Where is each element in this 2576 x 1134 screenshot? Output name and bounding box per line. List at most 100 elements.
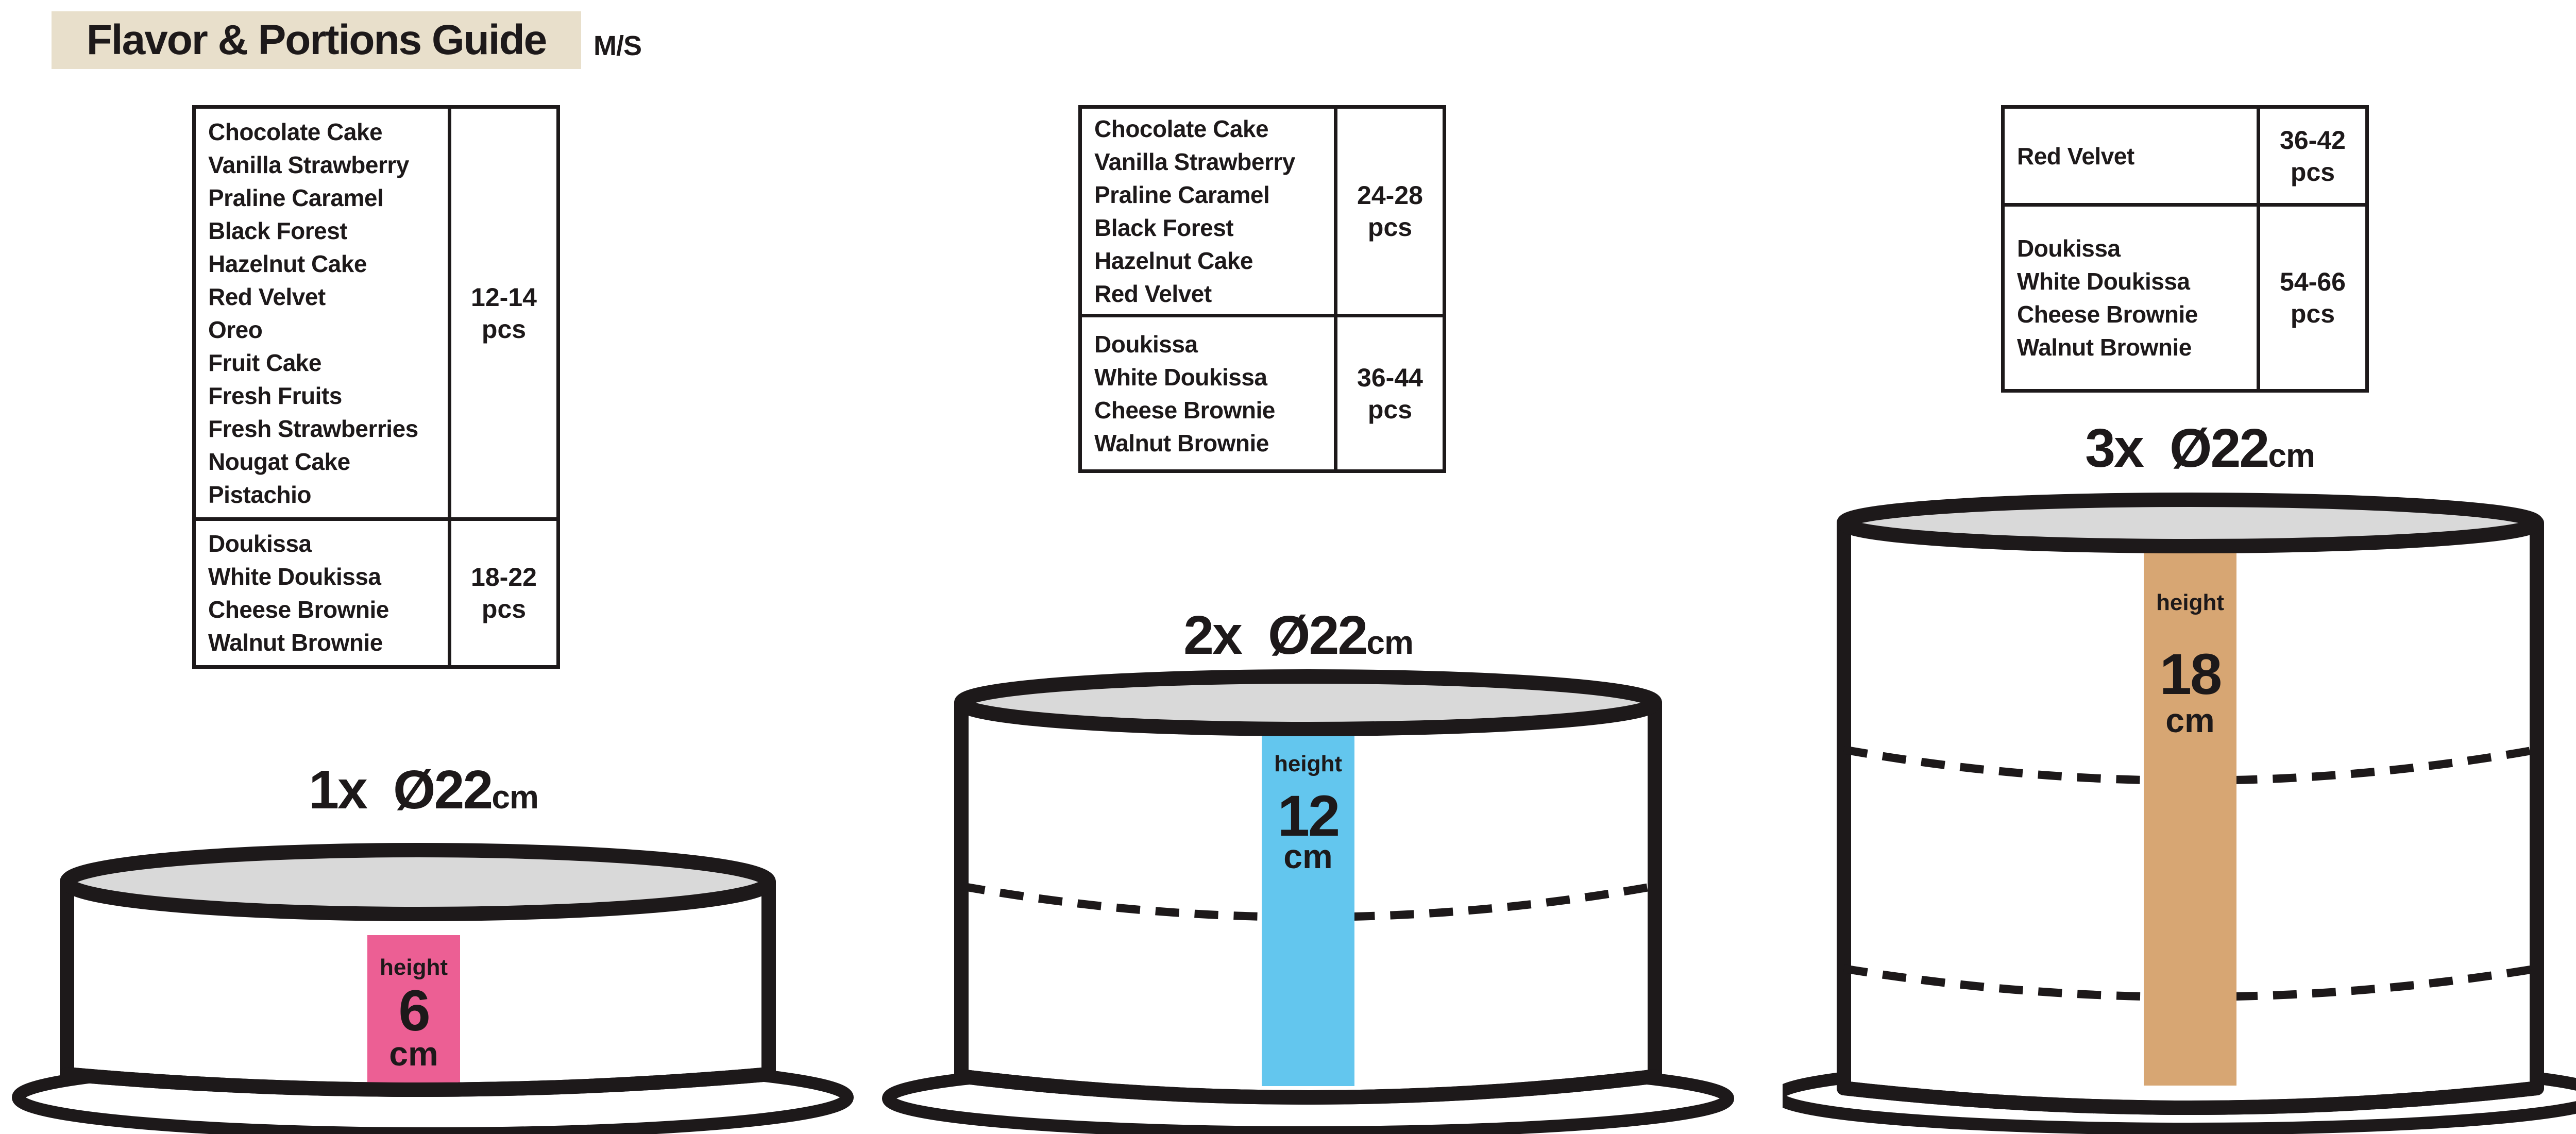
cake-diagram-2-tier: height 12 cm [882,669,1734,1134]
diameter-unit: cm [492,778,538,816]
page-title: Flavor & Portions Guide [52,11,581,69]
cake-top [60,843,776,921]
table-row: Chocolate Cake Vanilla Strawberry Praline … [1082,109,1443,317]
table-row: Chocolate Cake Vanilla Strawberry Praline … [196,109,556,521]
portions-unit: pcs [1367,395,1413,424]
portions-cell: 36-44 pcs [1337,317,1443,469]
flavor-item: Walnut Brownie [208,629,383,656]
portions-range: 36-44 [1357,363,1423,392]
height-value: 12 [1278,784,1339,848]
height-bar [367,935,460,1084]
height-unit: cm [389,1035,438,1073]
portions-unit: pcs [481,314,527,344]
flavor-list: Chocolate Cake Vanilla Strawberry Praline … [196,109,451,517]
flavor-item: Red Velvet [2017,142,2134,170]
flavor-list: Doukissa White Doukissa Cheese Brownie Waln… [1082,317,1337,469]
cake-3-size-label: 3x Ø22cm [1942,420,2458,484]
tier-divider-dashed-line [1843,964,2538,1001]
flavor-item: Walnut Brownie [1094,429,1269,456]
flavor-item: Black Forest [1094,214,1234,241]
flavor-list: Doukissa White Doukissa Cheese Brownie Waln… [2005,207,2260,389]
flavor-item: Nougat Cake [208,448,350,475]
flavor-item: Doukissa [1094,330,1198,358]
portions-table-2-tier: Chocolate Cake Vanilla Strawberry Praline … [1078,105,1446,473]
cake-2-size-label: 2x Ø22cm [1041,607,1556,671]
portions-range: 54-66 [2280,267,2346,296]
page-title-text: Flavor & Portions Guide [86,16,548,63]
tier-divider-dashed-line [960,882,1656,921]
flavor-item: Black Forest [208,217,348,244]
diameter-value: Ø22 [2170,418,2269,479]
flavor-item: Vanilla Strawberry [1094,148,1295,175]
flavor-item: Chocolate Cake [1094,115,1269,142]
flavor-item: Hazelnut Cake [208,250,367,277]
portions-table-1-tier: Chocolate Cake Vanilla Strawberry Praline … [192,105,560,669]
flavor-item: Praline Caramel [208,184,384,211]
height-label: height [1274,751,1342,776]
flavor-item: Cheese Brownie [2017,301,2198,328]
portions-cell: 24-28 pcs [1337,109,1443,314]
cake-diagram-1-tier: height 6 cm [12,843,854,1134]
flavor-item: Doukissa [208,530,312,557]
flavor-item: Hazelnut Cake [1094,247,1253,274]
tier-divider-dashed-line [1843,746,2538,785]
portions-range: 24-28 [1357,181,1423,210]
height-unit: cm [2165,701,2214,739]
cake-bottom-edge [60,1067,776,1097]
height-value: 18 [2160,642,2221,706]
portions-cell: 36-42 pcs [2260,109,2365,203]
flavor-item: Fruit Cake [208,349,321,376]
diameter-value: Ø22 [1268,605,1368,666]
height-label: height [2156,590,2224,615]
table-row: Doukissa White Doukissa Cheese Brownie Waln… [196,521,556,665]
cake-diagram-3-tier: height 18 cm [1783,493,2576,1134]
portions-cell: 12-14 pcs [451,109,556,517]
flavor-list: Red Velvet [2005,109,2260,203]
flavor-item: White Doukissa [2017,268,2190,295]
diameter-value: Ø22 [393,759,493,820]
flavor-item: Red Velvet [1094,280,1212,307]
portions-cell: 18-22 pcs [451,521,556,665]
flavor-item: Pistachio [208,481,312,508]
cake-top [1837,493,2544,553]
table-row: Doukissa White Doukissa Cheese Brownie Waln… [1082,317,1443,469]
flavor-item: Cheese Brownie [208,596,389,623]
cake-bottom-edge [954,1069,1662,1105]
flavor-item: Praline Caramel [1094,181,1270,208]
flavor-list: Chocolate Cake Vanilla Strawberry Praline … [1082,109,1337,314]
portions-cell: 54-66 pcs [2260,207,2365,389]
flavor-item: Fresh Strawberries [208,415,418,442]
table-row: Doukissa White Doukissa Cheese Brownie Waln… [2005,207,2365,389]
portions-table-3-tier: Red Velvet 36-42 pcs Doukissa White Douki… [2001,105,2369,393]
flavor-item: White Doukissa [208,563,381,590]
portions-unit: pcs [481,595,527,623]
flavor-list: Doukissa White Doukissa Cheese Brownie Waln… [196,521,451,665]
cake-bottom-edge [1837,1081,2544,1115]
cake-top [954,669,1662,736]
height-bar [1262,725,1354,1086]
portions-range: 18-22 [471,563,537,591]
cake-1-size-label: 1x Ø22cm [166,761,681,825]
portions-unit: pcs [2290,157,2335,187]
flavor-item: Chocolate Cake [208,118,383,145]
tier-count: 2x [1183,605,1243,666]
flavor-item: Vanilla Strawberry [208,151,409,178]
portions-unit: pcs [2290,299,2335,328]
height-unit: cm [1283,837,1332,875]
flavor-item: Oreo [208,316,263,343]
size-code-badge: M/S [594,30,642,61]
height-value: 6 [398,978,429,1043]
tier-count: 3x [2085,418,2144,479]
tier-count: 1x [309,759,368,820]
height-label: height [380,955,448,980]
flavor-item: Doukissa [2017,235,2121,262]
height-bar [2144,549,2236,1086]
diameter-unit: cm [1366,624,1413,661]
portions-range: 36-42 [2280,125,2346,155]
portions-range: 12-14 [471,282,537,312]
table-row: Red Velvet 36-42 pcs [2005,109,2365,207]
flavor-item: Walnut Brownie [2017,334,2192,361]
diameter-unit: cm [2268,437,2315,474]
portions-unit: pcs [1367,213,1413,242]
